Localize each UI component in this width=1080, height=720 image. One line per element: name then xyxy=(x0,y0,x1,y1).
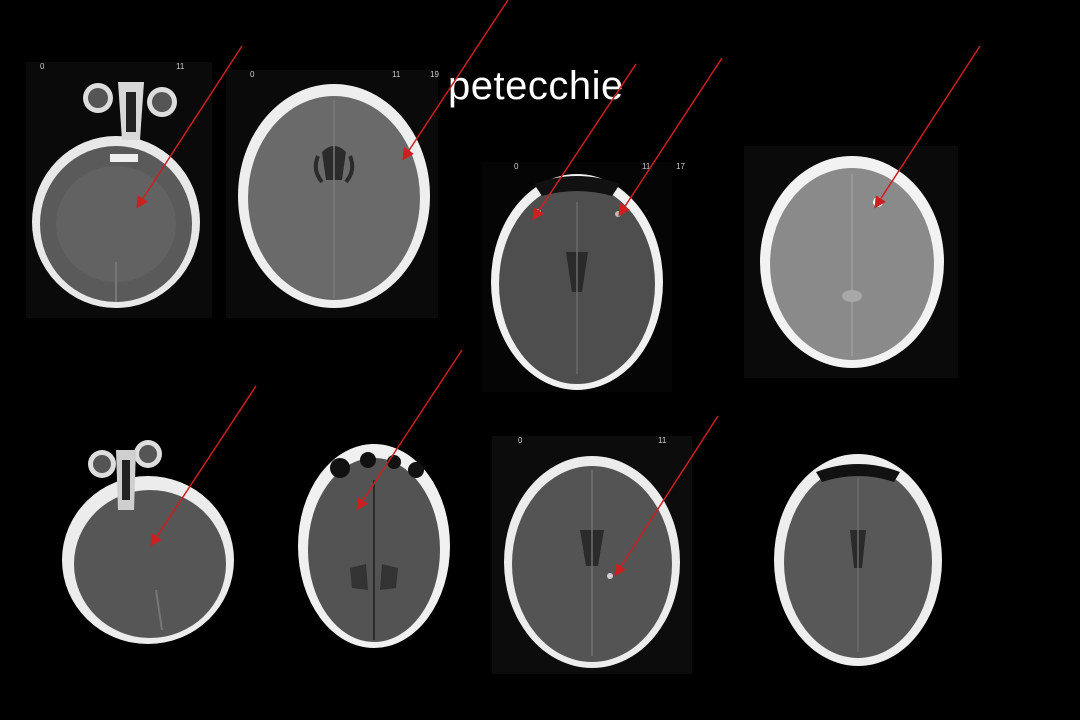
scan-skull-base-2 xyxy=(52,440,240,650)
arrow xyxy=(618,57,723,217)
scale-tick: 11 xyxy=(392,70,401,79)
scan-vertex-1 xyxy=(744,146,958,378)
arrow xyxy=(150,385,257,547)
arrow xyxy=(614,415,719,577)
ct-image xyxy=(772,448,944,670)
scale-tick: 0 xyxy=(518,436,523,445)
ct-image xyxy=(52,440,240,650)
arrow xyxy=(356,349,463,511)
scan-frontal-1: 0 11 17 xyxy=(482,162,685,392)
scan-ventricles-1: 0 11 19 xyxy=(226,70,439,318)
ct-image xyxy=(226,70,438,318)
arrow xyxy=(874,45,981,209)
scale-tick: 11 xyxy=(642,162,651,171)
scale-tick: 17 xyxy=(676,162,685,171)
scan-ventricles-2: 0 11 xyxy=(492,436,692,674)
ct-image xyxy=(294,440,454,652)
scale-tick: 0 xyxy=(40,62,45,71)
scale-tick: 0 xyxy=(250,70,255,79)
slide-title: petecchie xyxy=(448,64,624,108)
scale-tick: 11 xyxy=(658,436,667,445)
scale-tick: 19 xyxy=(430,70,439,79)
ct-image xyxy=(26,62,212,318)
ct-image xyxy=(492,436,692,674)
arrow xyxy=(136,45,243,209)
scan-ventricles-3 xyxy=(772,448,944,670)
ct-image xyxy=(482,162,672,392)
arrow xyxy=(532,63,637,221)
ct-image xyxy=(744,146,958,378)
scale-tick: 11 xyxy=(176,62,185,71)
scan-skull-base-1: 0 11 xyxy=(26,62,212,318)
arrow xyxy=(402,0,509,161)
scale-tick: 0 xyxy=(514,162,519,171)
scan-frontal-2 xyxy=(294,440,454,652)
